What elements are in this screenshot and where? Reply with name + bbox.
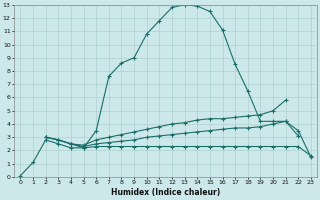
X-axis label: Humidex (Indice chaleur): Humidex (Indice chaleur) [111,188,220,197]
